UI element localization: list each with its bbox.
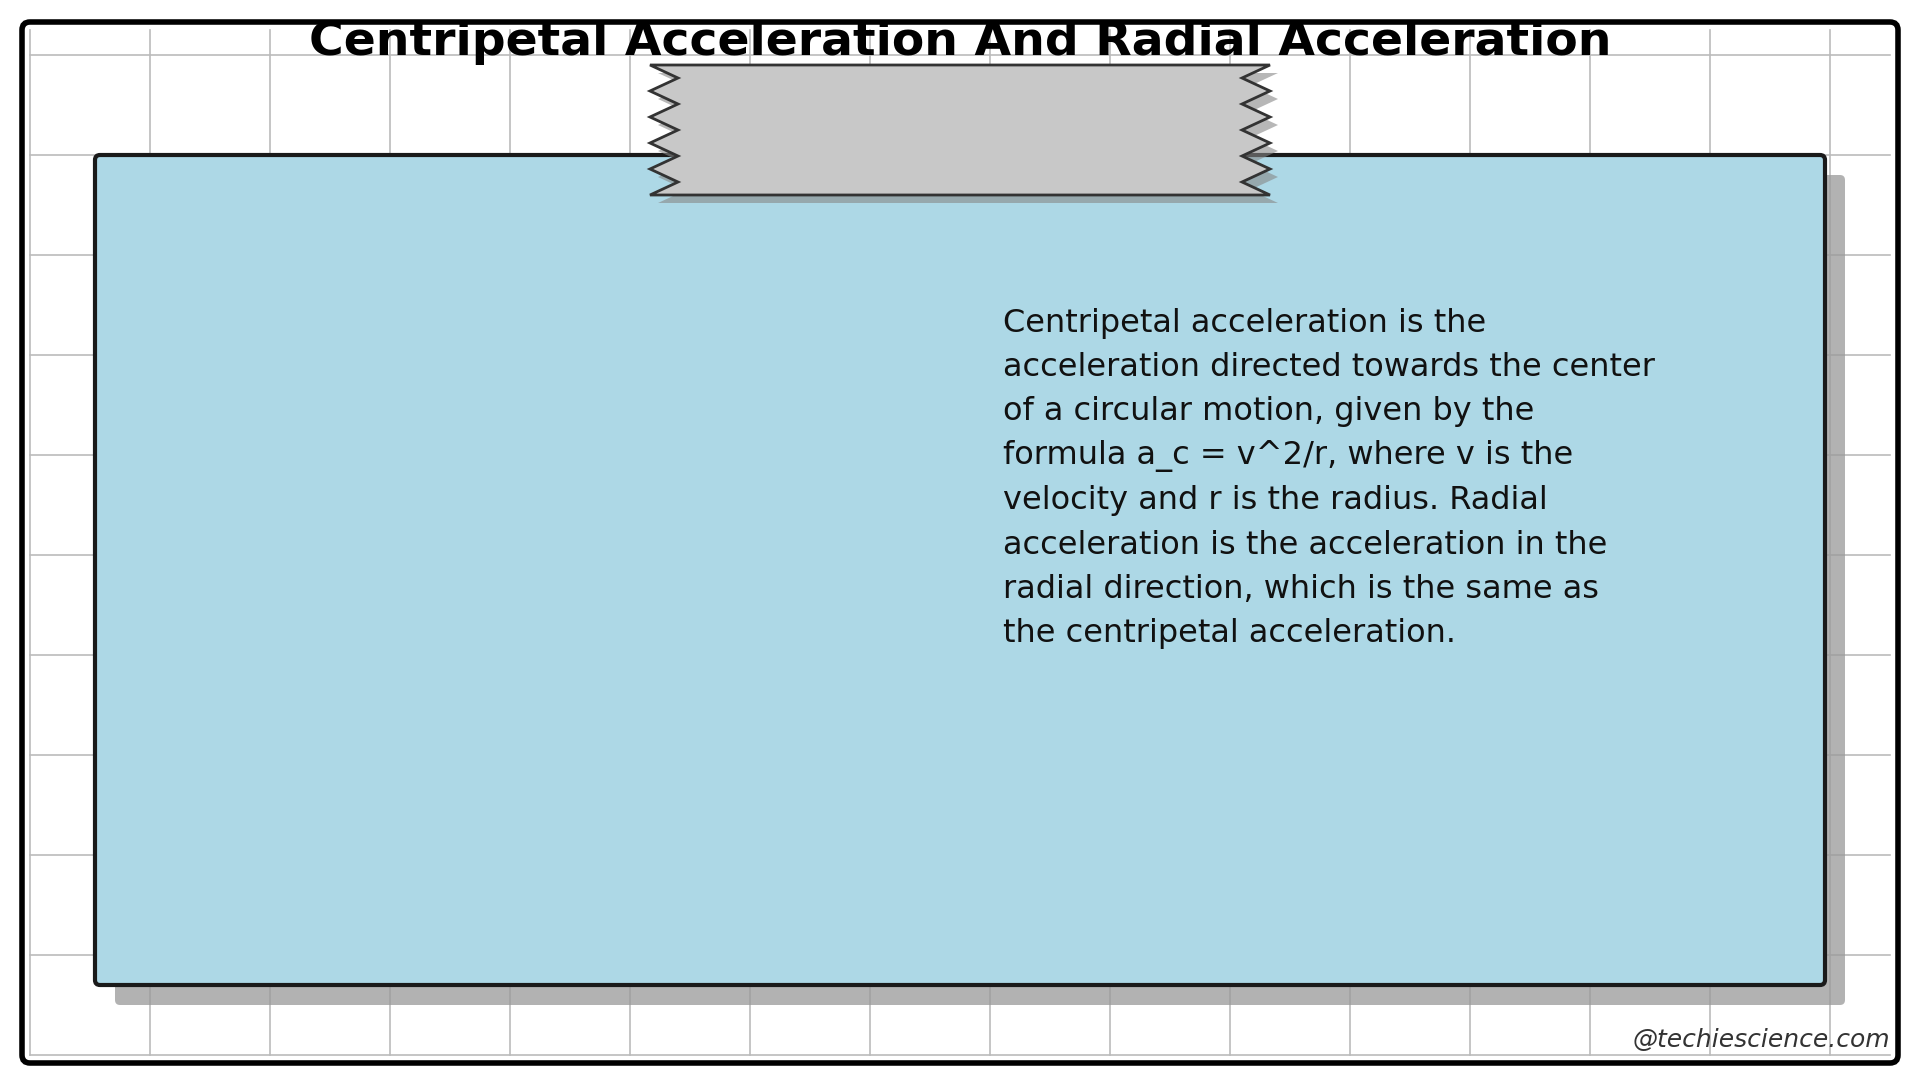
FancyBboxPatch shape <box>94 156 1826 985</box>
FancyBboxPatch shape <box>21 22 1899 1063</box>
Polygon shape <box>659 73 1279 203</box>
Text: Centripetal acceleration is the
acceleration directed towards the center
of a ci: Centripetal acceleration is the accelera… <box>1002 308 1655 649</box>
Text: @techiescience.com: @techiescience.com <box>1632 1028 1889 1052</box>
FancyBboxPatch shape <box>115 175 1845 1005</box>
Text: Centripetal Acceleration And Radial Acceleration: Centripetal Acceleration And Radial Acce… <box>309 21 1611 65</box>
Polygon shape <box>651 65 1269 195</box>
